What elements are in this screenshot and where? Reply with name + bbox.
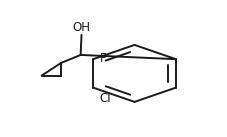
- Text: Cl: Cl: [99, 92, 111, 105]
- Text: F: F: [100, 52, 106, 65]
- Text: OH: OH: [72, 21, 90, 34]
